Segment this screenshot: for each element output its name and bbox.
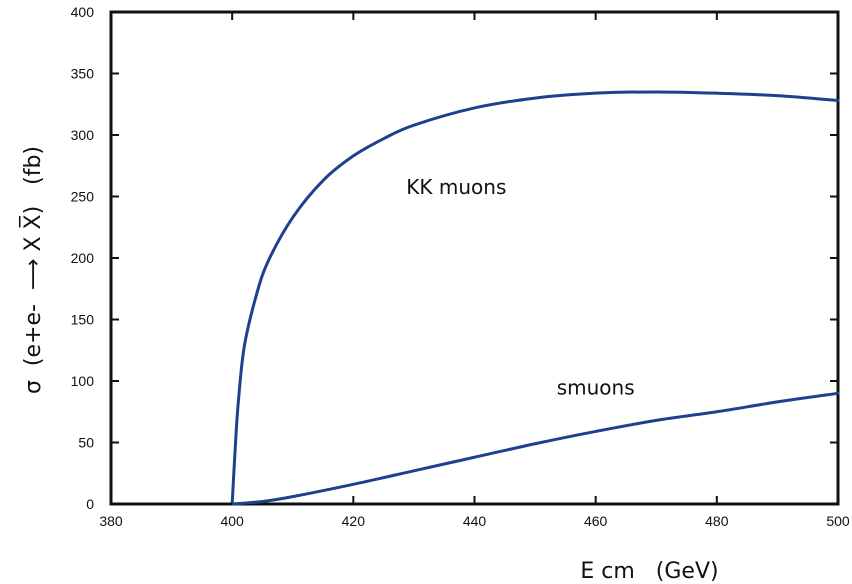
- x-tick-label: 420: [342, 513, 366, 529]
- y-tick-label: 300: [71, 127, 95, 143]
- ticks-group: 380 400 420 440 460 480 500 0 50 100 150 200 250 300 3…: [71, 4, 850, 529]
- y-tick-label: 400: [71, 4, 95, 20]
- x-tick-label: 400: [220, 513, 244, 529]
- y-tick-label: 250: [71, 189, 95, 205]
- x-tick-label: 380: [99, 513, 123, 529]
- y-tick-label: 150: [71, 312, 95, 328]
- y-axis-title: σ (e+e- ⟶ X X̅) (fb): [19, 146, 46, 394]
- x-tick-label: 480: [705, 513, 729, 529]
- y-tick-label: 350: [71, 66, 95, 82]
- x-axis-title: E cm (GeV): [580, 559, 718, 584]
- plot-frame-group: [109, 10, 840, 506]
- series-line-kk-muons: [230, 90, 840, 506]
- y-tick-label: 50: [78, 435, 94, 451]
- curve-label: KK muons: [406, 175, 506, 199]
- y-tick-label: 0: [86, 496, 94, 512]
- series-group: [111, 90, 840, 506]
- curve-label: smuons: [557, 376, 635, 400]
- labels-group: KK muons smuons E cm (GeV) σ (e+e- ⟶ X X̅) …: [19, 146, 719, 584]
- y-tick-label: 200: [71, 250, 95, 266]
- x-tick-label: 500: [826, 513, 850, 529]
- plot-frame: [109, 10, 840, 506]
- x-tick-label: 440: [463, 513, 487, 529]
- series-line-smuons: [230, 391, 840, 506]
- x-tick-label: 460: [584, 513, 608, 529]
- y-tick-label: 100: [71, 373, 95, 389]
